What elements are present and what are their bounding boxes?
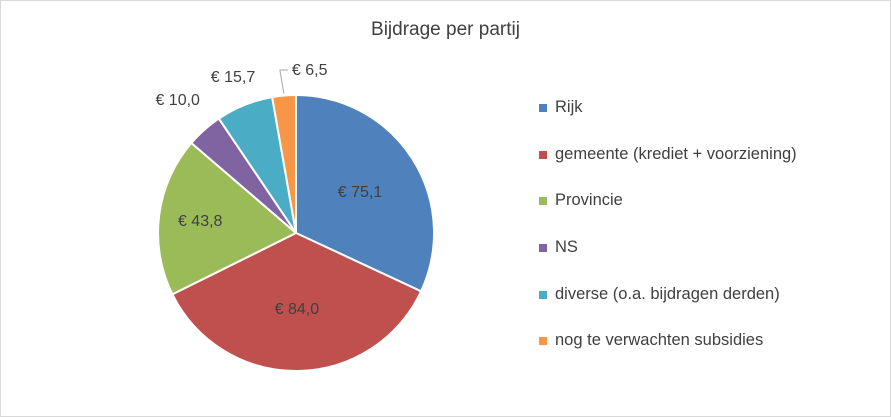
pie-slice-rijk <box>295 93 435 293</box>
legend-item-provincie: Provincie <box>539 191 797 238</box>
legend-label: Provincie <box>555 191 623 210</box>
data-label-diverse-o-a-bijdragen-derden: € 15,7 <box>211 69 256 86</box>
pie-slices <box>157 93 435 372</box>
pie-slice-nog-te-verwachten-subsidies <box>270 93 297 234</box>
data-labels: € 75,1 € 84,0 € 43,8 € 10,0 € 15,7 € 6,5 <box>155 62 382 318</box>
legend-label: Rijk <box>555 98 583 116</box>
legend-swatch <box>539 150 547 159</box>
legend-swatch <box>539 104 547 112</box>
data-label-provincie: € 43,8 <box>178 213 223 230</box>
legend-item-rijk: Rijk <box>539 98 797 145</box>
data-label-rijk: € 75,1 <box>338 184 383 201</box>
chart-title: Bijdrage per partij <box>371 19 520 40</box>
legend-item-gemeente-krediet-voorziening: gemeente (krediet + voorziening) <box>539 145 797 192</box>
legend-label: nog te verwachten subsidies <box>555 331 764 350</box>
leader-line-nog-te-verwachten-subsidies <box>279 69 288 94</box>
data-label-gemeente-krediet-voorziening: € 84,0 <box>275 301 320 318</box>
legend: Rijk gemeente (krediet + voorziening) Prov… <box>539 98 797 378</box>
legend-label: diverse (o.a. bijdragen derden) <box>555 284 780 303</box>
pie-slice-gemeente-krediet-voorziening <box>171 231 423 372</box>
legend-item-diverse-o-a-bijdragen-derden: diverse (o.a. bijdragen derden) <box>539 285 797 332</box>
pie-slice-provincie <box>157 141 298 296</box>
data-label-nog-te-verwachten-subsidies: € 6,5 <box>292 62 328 79</box>
data-label-ns: € 10,0 <box>155 92 200 109</box>
legend-item-ns: NS <box>539 238 797 285</box>
legend-swatch <box>539 337 547 346</box>
legend-item-nog-te-verwachten-subsidies: nog te verwachten subsidies <box>539 331 797 378</box>
legend-swatch <box>539 244 547 253</box>
legend-label: gemeente (krediet + voorziening) <box>555 144 797 163</box>
legend-swatch <box>539 197 547 206</box>
leader-lines <box>279 69 288 94</box>
legend-swatch <box>539 290 547 299</box>
legend-label: NS <box>555 238 578 257</box>
